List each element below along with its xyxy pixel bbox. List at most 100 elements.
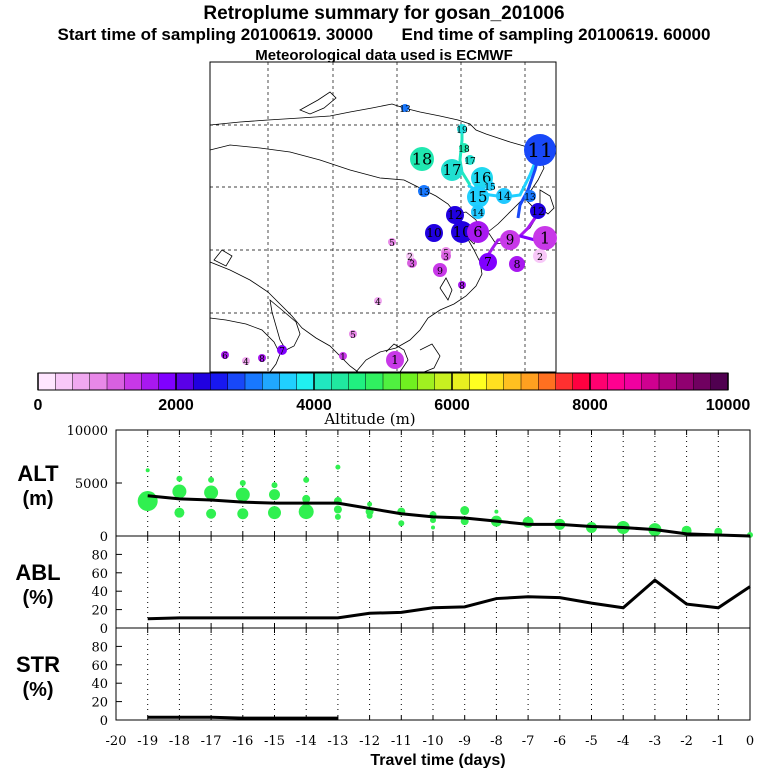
trajectory-day-label: 12 — [531, 205, 545, 218]
colorbar-swatch — [589, 372, 608, 391]
trajectory-marker — [533, 249, 547, 263]
cluster-point — [333, 505, 342, 514]
trajectory-marker — [458, 281, 466, 289]
cluster-point — [239, 480, 246, 486]
trajectory-marker — [467, 221, 489, 243]
x-tick-label: -5 — [585, 734, 598, 749]
colorbar-tick-label: 8000 — [572, 397, 608, 414]
cluster-point — [145, 468, 150, 473]
x-tick-label: -8 — [490, 734, 503, 749]
cluster-point — [398, 520, 405, 527]
series-line — [147, 494, 751, 538]
trajectory-day-label: 18 — [412, 149, 433, 168]
map-frame — [209, 61, 557, 373]
trajectory-marker — [401, 104, 409, 112]
cluster-point — [235, 487, 250, 502]
trajectory-marker — [388, 238, 396, 246]
panel-unit: (%) — [22, 587, 53, 609]
colorbar-tick-label: 4000 — [296, 397, 332, 414]
colorbar-swatch — [313, 372, 332, 391]
trajectory-marker — [459, 143, 469, 153]
trajectory-marker — [457, 124, 467, 134]
time-series-panels: 0500010000ALT(m)020406080ABL(%)020406080… — [15, 424, 754, 768]
x-tick-label: -2 — [680, 734, 693, 749]
x-tick-label: -15 — [264, 734, 285, 749]
panel-label: STR — [16, 652, 60, 677]
cluster-point — [303, 476, 310, 483]
x-tick-label: -1 — [712, 734, 725, 749]
colorbar-swatch — [434, 372, 453, 391]
colorbar-swatch — [400, 372, 419, 391]
trajectory-day-label: 13 — [399, 105, 411, 115]
colorbar-swatch — [296, 372, 315, 391]
trajectory-day-label: 17 — [443, 161, 462, 179]
series-line — [147, 715, 338, 720]
x-tick-label: -7 — [522, 734, 535, 749]
colorbar-swatch — [262, 372, 281, 391]
trajectory-day-label: 4 — [375, 298, 381, 308]
trajectory-day-label: 7 — [484, 255, 492, 269]
panel-alt: 0 5000 10000 ALT(m) — [17, 424, 753, 545]
colorbar-swatch — [141, 372, 160, 391]
x-tick-label: -3 — [649, 734, 662, 749]
trajectory-marker — [406, 252, 414, 260]
x-tick-label: -12 — [359, 734, 380, 749]
trajectory-marker — [221, 351, 229, 359]
colorbar-swatch — [106, 372, 125, 391]
y-tick-label: 0 — [100, 530, 108, 545]
cluster-point — [137, 491, 158, 512]
x-tick-label: -17 — [201, 734, 222, 749]
cluster-point — [271, 482, 278, 489]
colorbar-swatch — [451, 372, 470, 391]
trajectory-marker — [407, 258, 417, 268]
trajectory-day-label: 10 — [453, 223, 472, 241]
trajectory-marker — [242, 357, 250, 365]
trajectory-day-label: 17 — [464, 157, 476, 167]
trajectory-day-label: 10 — [426, 226, 441, 240]
trajectory-marker — [386, 351, 404, 369]
x-tick-label: -16 — [232, 734, 253, 749]
trajectory-day-label: 1 — [540, 228, 550, 247]
trajectory-marker — [410, 147, 434, 171]
colorbar-swatch — [331, 372, 350, 391]
trajectory-marker — [496, 188, 512, 204]
trajectory-day-label: 14 — [497, 190, 511, 203]
colorbar-swatch — [348, 372, 367, 391]
y-tick-label: 5000 — [75, 477, 108, 492]
colorbar-swatch — [89, 372, 108, 391]
trajectory-marker — [465, 155, 475, 165]
colorbar-tick-label: 6000 — [434, 397, 470, 414]
y-tick-label: 0 — [100, 622, 108, 637]
cluster-point — [237, 508, 249, 520]
trajectory-day-label: 8 — [459, 282, 465, 292]
trajectory-marker — [530, 203, 546, 219]
trajectory-day-label: 5 — [389, 239, 395, 249]
end-time-label: End time of sampling 20100619. 60000 — [401, 25, 711, 44]
trajectory-marker — [418, 185, 430, 197]
colorbar-swatch — [417, 372, 436, 391]
trajectory-day-label: 12 — [447, 208, 462, 222]
y-tick-label: 80 — [91, 640, 108, 655]
colorbar-swatch — [244, 372, 263, 391]
trajectory-marker — [524, 190, 536, 202]
trajectory-marker — [258, 354, 266, 362]
figure-title: Retroplume summary for gosan_201006 — [203, 3, 565, 24]
panel-str: 0 20 40 60 80 STR(%) — [16, 627, 751, 729]
trajectory-marker — [451, 221, 473, 243]
trajectory-day-label: 2 — [537, 252, 543, 263]
colorbar-tick-label: 10000 — [706, 397, 751, 414]
colorbar-swatch — [503, 372, 522, 391]
colorbar-swatch — [365, 372, 384, 391]
trajectory-day-label: 1 — [391, 353, 399, 367]
trajectory-day-label: 14 — [472, 208, 484, 219]
trajectory-marker — [533, 226, 557, 250]
trajectory-day-label: 18 — [458, 145, 470, 155]
colorbar-swatch — [710, 372, 729, 391]
cluster-point — [494, 509, 499, 514]
trajectory-day-label: 6 — [473, 223, 482, 241]
trajectory-day-label: 13 — [418, 188, 430, 198]
colorbar-swatch — [227, 372, 246, 391]
y-tick-label: 80 — [91, 548, 108, 563]
